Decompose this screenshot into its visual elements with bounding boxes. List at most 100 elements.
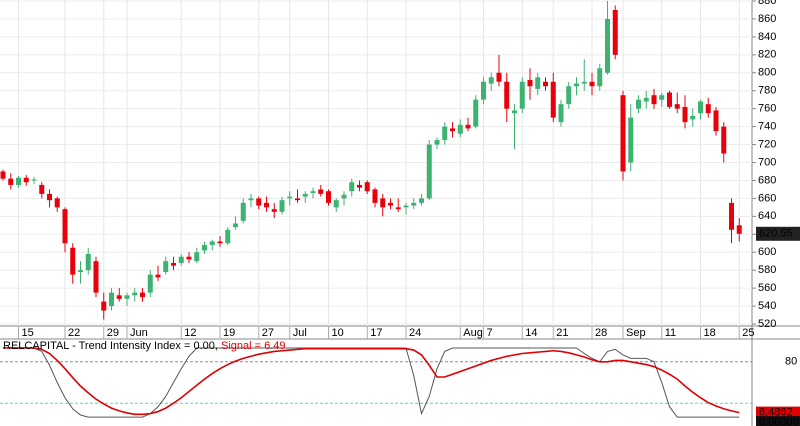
x-tick-label: 21 — [556, 327, 568, 339]
x-tick-label: 10 — [332, 327, 344, 339]
candle-body — [581, 81, 587, 84]
candle-body — [512, 110, 517, 114]
candle-body — [217, 241, 223, 244]
y-tick-label: 800 — [758, 67, 776, 79]
tii-label: 0.00000 — [759, 416, 799, 426]
candle-body — [620, 95, 626, 172]
candle-body — [636, 99, 641, 109]
candle-body — [403, 205, 409, 208]
y-tick-label: 80 — [785, 356, 797, 368]
candle-body — [380, 198, 386, 208]
x-tick-label: Aug — [463, 327, 483, 339]
y-tick-label: 540 — [758, 300, 776, 312]
candle-body — [450, 128, 455, 132]
y-tick-label: 880 — [758, 0, 776, 7]
candle-body — [155, 274, 161, 278]
candle-body — [426, 144, 432, 199]
candle-body — [0, 171, 6, 179]
candle-body — [318, 189, 324, 194]
candle-body — [519, 81, 525, 109]
candle-body — [70, 247, 76, 275]
candle-body — [54, 198, 60, 208]
candle-body — [333, 200, 339, 208]
candle-body — [62, 209, 68, 244]
candle-body — [39, 184, 45, 194]
x-tick-label: 18 — [704, 327, 716, 339]
candle-body — [628, 117, 634, 163]
y-tick-label: 520 — [758, 318, 776, 330]
candle-body — [295, 198, 300, 201]
candle-body — [349, 182, 355, 192]
y-tick-label: 660 — [758, 192, 776, 204]
x-tick-label: 15 — [22, 327, 34, 339]
candle-body — [16, 177, 21, 185]
candle-body — [411, 202, 417, 206]
signal-title: Signal = 6.49 — [221, 340, 286, 352]
signal-label-box — [756, 406, 800, 419]
x-tick-label: 7 — [487, 327, 493, 339]
candle-body — [372, 189, 378, 203]
tii-label-box — [756, 416, 800, 426]
candle-body — [705, 104, 711, 114]
candle-body — [248, 198, 254, 201]
candle-body — [202, 245, 207, 251]
x-tick-label: 12 — [184, 327, 196, 339]
price-label: 620.55 — [759, 228, 793, 240]
candle-body — [78, 270, 83, 272]
candle-body — [171, 262, 176, 266]
candle-body — [194, 252, 200, 262]
x-tick-label: Jul — [293, 327, 307, 339]
candle-body — [442, 126, 448, 141]
x-tick-label: Sep — [626, 327, 646, 339]
candle-body — [209, 241, 215, 246]
candle-body — [535, 77, 541, 89]
candle-body — [465, 124, 471, 129]
indicator-line — [3, 347, 740, 416]
candle-body — [23, 177, 29, 183]
candle-body — [132, 292, 138, 296]
candle-body — [473, 99, 479, 127]
y-tick-label: 560 — [758, 282, 776, 294]
candle-body — [543, 81, 548, 87]
candle-body — [302, 193, 308, 197]
candle-body — [279, 200, 285, 212]
y-tick-label: 860 — [758, 13, 776, 25]
candle-body — [264, 202, 269, 208]
candle-body — [101, 301, 107, 311]
y-tick-label: 760 — [758, 103, 776, 115]
candle-body — [574, 83, 579, 87]
y-tick-label: 820 — [758, 49, 776, 61]
candle-body — [605, 18, 610, 73]
candle-body — [85, 254, 91, 271]
candle-body — [643, 97, 649, 102]
candle-body — [682, 106, 688, 123]
x-tick-label: 25 — [742, 327, 754, 339]
y-tick-label: 780 — [758, 85, 776, 97]
candle-body — [388, 202, 393, 206]
candle-body — [659, 95, 665, 100]
x-tick-label: 17 — [370, 327, 382, 339]
x-tick-label: 19 — [223, 327, 235, 339]
x-tick-label: 22 — [68, 327, 80, 339]
candle-body — [488, 77, 494, 84]
y-tick-label: 700 — [758, 156, 776, 168]
candle-body — [8, 178, 14, 185]
x-tick-label: 24 — [409, 327, 421, 339]
candle-body — [395, 207, 401, 210]
candle-body — [597, 68, 603, 87]
candle-body — [31, 179, 37, 181]
candle-body — [566, 86, 572, 105]
candle-body — [504, 81, 510, 109]
candle-body — [550, 81, 556, 118]
y-tick-label: 580 — [758, 264, 776, 276]
candle-body — [163, 261, 169, 272]
candle-body — [341, 194, 347, 199]
candle-body — [240, 202, 246, 221]
price-label-box — [756, 226, 800, 241]
candle-body — [721, 126, 727, 154]
candle-body — [256, 198, 262, 206]
candle-body — [698, 101, 703, 114]
title: RELCAPITAL - Trend Intensity Index = 0.0… — [3, 340, 221, 352]
indicator-title: RELCAPITAL - Trend Intensity Index = 0.0… — [3, 340, 286, 352]
candle-body — [147, 274, 153, 293]
